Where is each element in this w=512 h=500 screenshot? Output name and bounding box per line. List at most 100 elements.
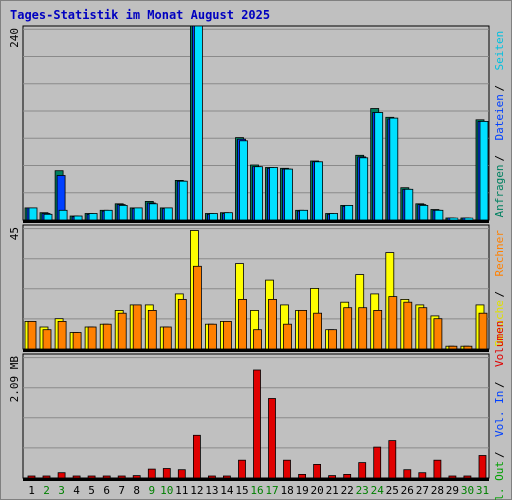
x-tick-label: 17 [265,484,278,497]
legend-label: Volumen [493,321,506,367]
x-tick-label: 1 [28,484,35,497]
bar-rechner-day-6 [102,323,112,350]
bar-rechner-day-5 [87,326,97,350]
bar-volumen-day-17 [268,398,276,479]
panel-separator-2 [23,478,489,481]
legend-label: Besuche [493,300,506,346]
bar-seiten-day-9 [148,203,158,221]
bar-volumen-day-30 [463,475,472,479]
x-axis-day-labels: 1 2 3 4 5 6 7 8 9 10 11 12 13 14 15 16 17 18 19 20 21 22 23 24 2… [28,484,489,497]
x-tick-label: 27 [416,484,429,497]
legend-label: Dateien [493,94,506,140]
bar-rechner-day-1 [27,320,37,350]
bar-rechner-day-29 [448,345,458,350]
bar-seiten-day-5 [88,213,98,221]
bar-seiten-day-31 [479,121,489,221]
bar-volumen-day-25 [388,440,397,479]
bar-seiten-day-29 [449,217,459,221]
y-max-label-volume: 2.09 MB [8,356,21,403]
x-tick-label: 20 [310,484,323,497]
x-tick-label: 3 [58,484,65,497]
x-tick-label: 29 [446,484,459,497]
bar-seiten-day-6 [103,209,113,221]
x-tick-label: 8 [133,484,140,497]
x-tick-label: 25 [386,484,399,497]
bar-rechner-day-17 [268,298,277,350]
bar-volumen-day-13 [207,475,216,479]
panel-separator-1 [23,349,489,352]
bar-rechner-day-4 [72,332,82,350]
bar-volumen-day-5 [87,475,96,479]
bar-seiten-day-22 [344,204,354,221]
x-tick-label: 21 [326,484,339,497]
bar-seiten-day-7 [118,204,128,221]
bar-seiten-day-4 [73,215,83,221]
x-tick-label: 24 [371,484,385,497]
bar-rechner-day-25 [388,296,398,350]
bar-rechner-day-23 [358,307,368,350]
bar-rechner-day-24 [373,309,383,350]
bar-volumen-day-12 [192,434,201,479]
x-tick-label: 16 [250,484,263,497]
bar-seiten-day-20 [314,161,324,221]
bar-rechner-day-15 [238,298,247,350]
bar-volumen-day-8 [132,475,141,479]
legend-label: Rechner [493,230,506,277]
bar-rechner-day-18 [283,323,292,350]
bar-rechner-day-13 [207,323,217,350]
bar-rechner-day-20 [313,312,323,350]
bar-volumen-day-27 [418,472,427,479]
bar-volumen-day-15 [238,459,246,479]
bar-volumen-day-31 [478,455,487,479]
bar-marks [24,25,489,479]
x-tick-label: 9 [148,484,155,497]
bar-rechner-day-12 [192,265,202,350]
legend-separator: / [493,85,506,92]
bar-seiten-day-11 [178,180,188,221]
bar-volumen-day-1 [27,475,36,479]
bar-seiten-day-2 [43,213,53,221]
bar-seiten-day-8 [133,207,143,221]
bar-volumen-day-10 [162,468,171,479]
bar-seiten-day-12 [193,25,203,221]
x-tick-label: 11 [175,484,188,497]
x-tick-label: 6 [103,484,110,497]
bar-seiten-day-18 [284,168,293,221]
chart-title: Tages-Statistik im Monat August 2025 [10,8,270,22]
legend-separator: / [493,291,506,298]
bar-seiten-day-23 [359,157,369,221]
bar-seiten-day-24 [374,112,384,221]
x-tick-label: 30 [461,484,474,497]
x-tick-label: 28 [431,484,444,497]
bar-volumen-day-24 [373,446,382,479]
bar-volumen-day-29 [448,475,457,479]
bar-volumen-day-26 [403,469,412,479]
bar-rechner-day-9 [147,309,157,350]
x-tick-label: 7 [118,484,125,497]
bar-rechner-day-11 [177,298,187,350]
x-tick-label: 10 [160,484,173,497]
bar-seiten-day-3 [58,209,68,221]
y-max-label-visits: 45 [8,227,21,240]
bar-volumen-day-20 [313,463,322,479]
x-tick-label: 31 [476,484,489,497]
x-tick-label: 22 [341,484,354,497]
bar-volumen-day-21 [328,475,337,479]
legend-label: Vol. Out [493,461,506,500]
y-axis-labels: 240 45 2.09 MB [8,28,21,402]
bar-volumen-day-28 [433,459,442,479]
x-tick-label: 15 [235,484,248,497]
bar-rechner-day-3 [57,320,67,350]
y-max-label-requests: 240 [8,28,21,48]
legend-label: Vol. In [493,391,506,437]
bar-rechner-day-10 [162,326,172,350]
bar-volumen-day-23 [358,462,367,479]
bar-volumen-day-3 [57,472,66,479]
bar-seiten-day-27 [419,204,429,221]
bar-rechner-day-31 [478,312,488,350]
bar-volumen-day-4 [72,475,81,479]
x-tick-label: 12 [190,484,203,497]
bar-seiten-day-25 [389,117,399,221]
x-tick-label: 23 [356,484,369,497]
